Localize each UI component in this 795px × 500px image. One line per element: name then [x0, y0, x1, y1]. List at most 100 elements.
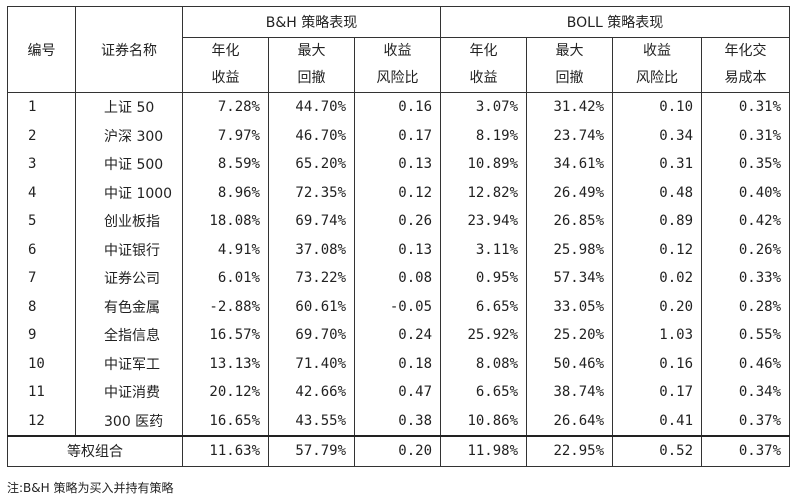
total-bh-dd: 57.79%	[268, 435, 355, 467]
security-name-cell: 沪深 300	[75, 121, 183, 150]
bh-ann-return-cell: 7.97%	[182, 121, 269, 150]
bh-return-risk-cell: -0.05	[354, 292, 442, 321]
header-line: 风险比	[376, 70, 419, 86]
table-row: 1 上证 50 7.28% 44.70% 0.16 3.07% 31.42% 0.10 0.31…	[7, 92, 791, 122]
security-name-cell: 创业板指	[75, 207, 183, 236]
boll-max-drawdown-cell: 26.85%	[526, 207, 614, 236]
bh-ann-return-cell: 16.65%	[182, 406, 269, 437]
bh-max-drawdown-cell: 69.70%	[268, 321, 355, 350]
col-header-id: 编号	[7, 6, 76, 93]
table-row: 9 全指信息 16.57% 69.70% 0.24 25.92% 25.20% 1.03 0.5…	[7, 321, 791, 350]
boll-ann-return-cell: 10.86%	[440, 406, 528, 437]
security-name-cell: 上证 50	[75, 92, 183, 122]
row-id-cell: 7	[7, 264, 76, 293]
boll-ann-cost-cell: 0.42%	[701, 207, 791, 236]
bh-return-risk-cell: 0.47	[354, 378, 442, 407]
row-id-cell: 9	[7, 321, 76, 350]
boll-ann-cost-cell: 0.37%	[701, 406, 791, 437]
boll-return-risk-header: 收益 风险比	[612, 37, 703, 93]
boll-max-drawdown-cell: 50.46%	[526, 349, 614, 378]
boll-ann-return-cell: 23.94%	[440, 207, 528, 236]
boll-max-drawdown-cell: 26.64%	[526, 406, 614, 437]
bh-max-drawdown-header: 最大 回撤	[268, 37, 355, 93]
bh-ann-return-cell: 6.01%	[182, 264, 269, 293]
bh-return-risk-cell: 0.13	[354, 150, 442, 179]
group-header-bh: B&H 策略表现	[182, 6, 442, 38]
boll-return-risk-cell: 0.34	[612, 121, 703, 150]
boll-max-drawdown-cell: 25.98%	[526, 235, 614, 264]
boll-max-drawdown-cell: 57.34%	[526, 264, 614, 293]
row-id-cell: 5	[7, 207, 76, 236]
header-line: 回撤	[297, 70, 326, 86]
header-line: 收益	[383, 43, 412, 59]
boll-ann-return-cell: 6.65%	[440, 378, 528, 407]
row-id-cell: 11	[7, 378, 76, 407]
header-line: 收益	[211, 70, 240, 86]
boll-ann-cost-cell: 0.33%	[701, 264, 791, 293]
boll-return-risk-cell: 0.20	[612, 292, 703, 321]
bh-return-risk-cell: 0.08	[354, 264, 442, 293]
bh-ann-return-cell: 8.59%	[182, 150, 269, 179]
bh-return-risk-cell: 0.24	[354, 321, 442, 350]
bh-ann-return-cell: 20.12%	[182, 378, 269, 407]
header-line: 最大	[297, 43, 326, 59]
table-row: 4 中证 1000 8.96% 72.35% 0.12 12.82% 26.49% 0.48 0…	[7, 178, 791, 207]
bh-ann-return-cell: 8.96%	[182, 178, 269, 207]
total-boll-ret: 11.98%	[440, 435, 528, 467]
security-name-cell: 中证 500	[75, 150, 183, 179]
boll-return-risk-cell: 0.16	[612, 349, 703, 378]
boll-ann-return-header: 年化 收益	[440, 37, 528, 93]
boll-return-risk-cell: 0.12	[612, 235, 703, 264]
table-row: 7 证券公司 6.01% 73.22% 0.08 0.95% 57.34% 0.02 0.33%	[7, 264, 791, 293]
bh-ann-return-cell: 4.91%	[182, 235, 269, 264]
boll-return-risk-cell: 1.03	[612, 321, 703, 350]
total-label: 等权组合	[7, 435, 183, 467]
boll-ann-cost-cell: 0.40%	[701, 178, 791, 207]
bh-max-drawdown-cell: 73.22%	[268, 264, 355, 293]
boll-ann-return-cell: 3.11%	[440, 235, 528, 264]
bh-max-drawdown-cell: 43.55%	[268, 406, 355, 437]
bh-ann-return-cell: 18.08%	[182, 207, 269, 236]
boll-ann-return-cell: 6.65%	[440, 292, 528, 321]
boll-return-risk-cell: 0.41	[612, 406, 703, 437]
bh-max-drawdown-cell: 37.08%	[268, 235, 355, 264]
header-line: 易成本	[724, 70, 767, 86]
boll-ann-cost-cell: 0.31%	[701, 92, 791, 122]
total-boll-rr: 0.52	[612, 435, 703, 467]
boll-ann-return-cell: 0.95%	[440, 264, 528, 293]
boll-max-drawdown-header: 最大 回撤	[526, 37, 614, 93]
boll-return-risk-cell: 0.10	[612, 92, 703, 122]
bh-return-risk-cell: 0.18	[354, 349, 442, 378]
bh-ann-return-cell: -2.88%	[182, 292, 269, 321]
header-line: 收益	[469, 70, 498, 86]
boll-return-risk-cell: 0.02	[612, 264, 703, 293]
table-row: 2 沪深 300 7.97% 46.70% 0.17 8.19% 23.74% 0.34 0.3…	[7, 121, 791, 150]
bh-return-risk-cell: 0.26	[354, 207, 442, 236]
boll-max-drawdown-cell: 38.74%	[526, 378, 614, 407]
security-name-cell: 中证消费	[75, 378, 183, 407]
performance-table: 编号 证券名称 B&H 策略表现 BOLL 策略表现 年化 收益 最大 回撤 收…	[7, 6, 791, 467]
bh-return-risk-cell: 0.16	[354, 92, 442, 122]
boll-ann-return-cell: 25.92%	[440, 321, 528, 350]
table-row: 11 中证消费 20.12% 42.66% 0.47 6.65% 38.74% 0.17 0.3…	[7, 378, 791, 407]
header-line: 回撤	[555, 70, 584, 86]
bh-max-drawdown-cell: 42.66%	[268, 378, 355, 407]
table-row: 10 中证军工 13.13% 71.40% 0.18 8.08% 50.46% 0.16 0.4…	[7, 349, 791, 378]
boll-ann-cost-cell: 0.46%	[701, 349, 791, 378]
bh-max-drawdown-cell: 65.20%	[268, 150, 355, 179]
bh-ann-return-cell: 7.28%	[182, 92, 269, 122]
boll-return-risk-cell: 0.31	[612, 150, 703, 179]
row-id-cell: 1	[7, 92, 76, 122]
bh-return-risk-cell: 0.17	[354, 121, 442, 150]
footnote: 注:B&H 策略为买入并持有策略	[7, 481, 174, 495]
row-id-cell: 4	[7, 178, 76, 207]
bh-max-drawdown-cell: 69.74%	[268, 207, 355, 236]
header-line: 年化交	[724, 43, 767, 59]
boll-max-drawdown-cell: 34.61%	[526, 150, 614, 179]
boll-ann-return-cell: 3.07%	[440, 92, 528, 122]
row-id-cell: 8	[7, 292, 76, 321]
row-id-cell: 12	[7, 406, 76, 437]
bh-return-risk-cell: 0.12	[354, 178, 442, 207]
security-name-cell: 全指信息	[75, 321, 183, 350]
header-line: 收益	[643, 43, 672, 59]
